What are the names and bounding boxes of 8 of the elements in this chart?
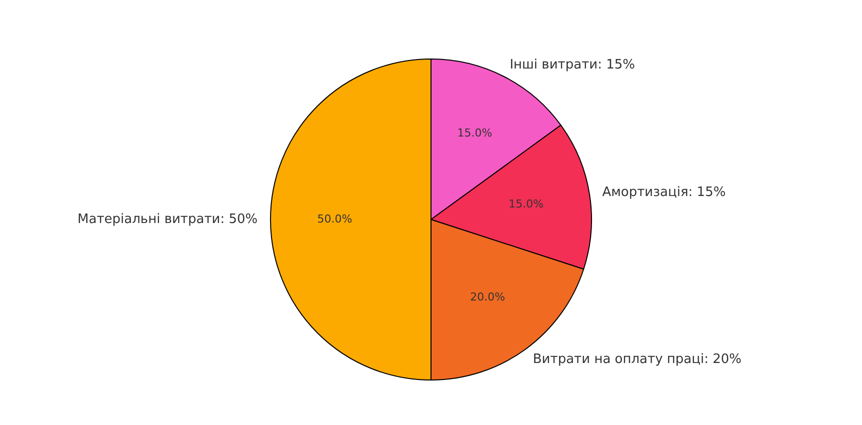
slice-label: Матеріальні витрати: 50%	[78, 212, 258, 227]
data-label: 20.0%	[470, 290, 506, 304]
slice-label: Амортизація: 15%	[602, 184, 726, 200]
data-label: 15.0%	[457, 126, 492, 140]
data-label: 15.0%	[508, 197, 544, 210]
slice-label: Інші витрати: 15%	[510, 57, 636, 72]
slice-label: Витрати на оплату праці: 20%	[532, 352, 742, 368]
data-label: 50.0%	[317, 212, 352, 226]
